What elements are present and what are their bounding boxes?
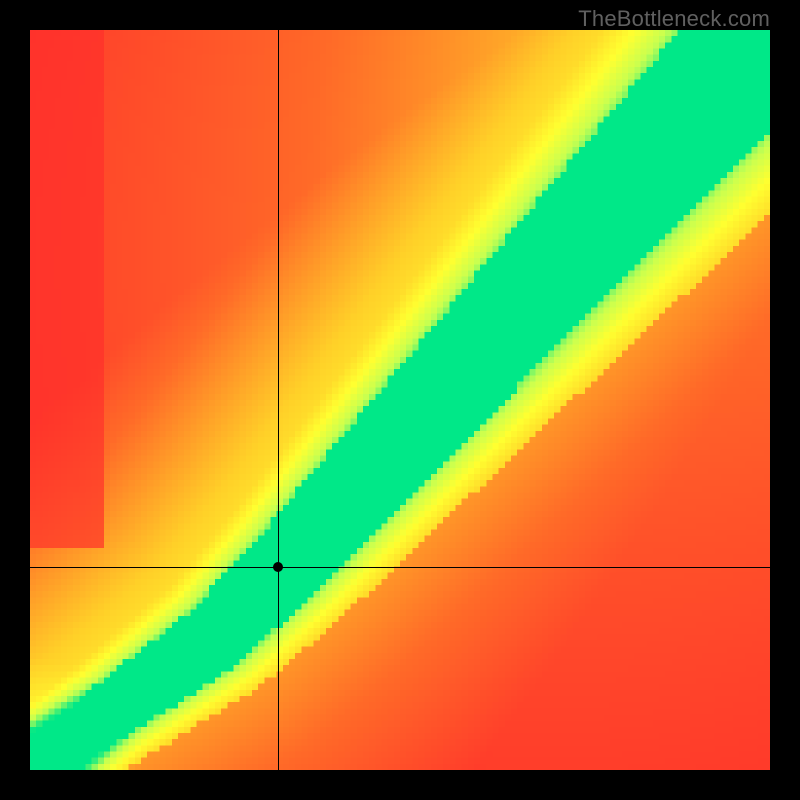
- heatmap-canvas: [30, 30, 770, 770]
- heatmap-plot-area: [30, 30, 770, 770]
- crosshair-marker-dot: [273, 562, 283, 572]
- crosshair-vertical-line: [278, 30, 279, 770]
- watermark-text: TheBottleneck.com: [578, 6, 770, 32]
- crosshair-horizontal-line: [30, 567, 770, 568]
